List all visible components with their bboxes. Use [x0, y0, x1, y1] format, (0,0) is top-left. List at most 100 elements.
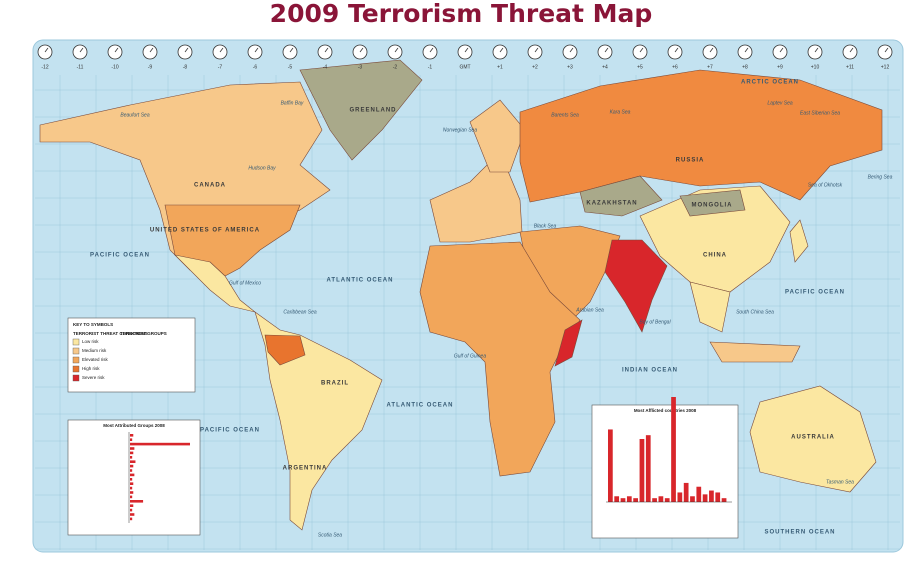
legend-label: Elevated risk: [82, 357, 109, 362]
sea-label: Beaufort Sea: [120, 112, 149, 118]
bar: [130, 469, 133, 472]
bar: [614, 496, 620, 502]
time-zone-label: -11: [77, 64, 84, 70]
bar: [130, 473, 135, 477]
bar: [130, 451, 134, 455]
clock-hand: [499, 47, 504, 53]
bar: [130, 456, 133, 459]
sea-label: Barents Sea: [551, 112, 579, 118]
labels: -12 -11 -10 -9 -8 -7 -6 -5 -4 -3 -2 -1 GMT +1 +2 +3 +4 +5…: [37, 44, 893, 538]
bar: [130, 500, 144, 503]
legend-label: Severe risk: [82, 375, 105, 380]
bar: [715, 492, 721, 502]
time-zone-label: +5: [637, 64, 643, 70]
clock-hand: [884, 47, 889, 53]
sea-label: Scotia Sea: [318, 532, 342, 538]
clock-hand: [604, 47, 609, 53]
clock-hand: [639, 47, 644, 53]
legend-swatch: [72, 365, 80, 373]
legend-swatch: [72, 374, 80, 382]
time-zone-label: -4: [323, 64, 328, 70]
country-label: GREENLAND: [349, 108, 396, 114]
bar: [721, 498, 727, 502]
time-zone-label: -3: [358, 64, 363, 70]
clock-hand: [744, 47, 749, 53]
time-zone-label: +12: [881, 64, 890, 70]
bar: [645, 435, 651, 502]
insets: Most Attributed Groups 2008 Most Afflict…: [67, 397, 739, 539]
clock-hand: [429, 47, 434, 53]
sea-label: Hudson Bay: [248, 165, 276, 171]
landmasses: [39, 59, 883, 531]
bar: [683, 482, 689, 502]
ocean-label: ATLANTIC OCEAN: [387, 403, 454, 409]
country-label: RUSSIA: [676, 158, 705, 164]
ocean-label: ATLANTIC OCEAN: [327, 278, 394, 284]
country-label: AUSTRALIA: [791, 435, 835, 441]
clock-hand: [464, 47, 469, 53]
time-zone-label: GMT: [459, 64, 470, 70]
bar: [608, 429, 613, 502]
time-zone-label: +1: [497, 64, 503, 70]
bar: [130, 442, 190, 446]
sea-label: Black Sea: [534, 223, 557, 229]
ocean-label: INDIAN OCEAN: [622, 368, 678, 374]
sea-label: Bay of Bengal: [639, 319, 671, 325]
time-zone-label: +10: [811, 64, 820, 70]
ocean-label: PACIFIC OCEAN: [200, 428, 260, 434]
sea-label: Kara Sea: [610, 109, 631, 115]
clock-hand: [814, 47, 819, 53]
time-zone-label: +6: [672, 64, 678, 70]
country-label: KAZAKHSTAN: [586, 201, 637, 207]
bar: [130, 460, 136, 463]
legend-label: Medium risk: [82, 348, 107, 353]
bar: [652, 498, 657, 502]
time-zone-label: +11: [846, 64, 854, 70]
clock-hand: [709, 47, 714, 53]
legend-heading: TERRORIST THREAT CONDITIONS: [73, 331, 148, 336]
bar: [130, 513, 135, 516]
time-zone-label: +8: [742, 64, 748, 70]
legend-title: KEY TO SYMBOLS: [73, 322, 113, 327]
time-zone-label: +3: [567, 64, 573, 70]
bar: [130, 447, 135, 450]
ocean-label: ARCTIC OCEAN: [741, 80, 799, 86]
clock-hand: [289, 47, 294, 53]
country-label: BRAZIL: [321, 381, 349, 387]
sea-label: Laptev Sea: [767, 100, 793, 106]
time-zone-label: -5: [288, 64, 293, 70]
clock-hand: [184, 47, 189, 53]
legend-swatch: [72, 347, 80, 355]
legend-label: High risk: [82, 366, 100, 371]
time-zone-label: +4: [602, 64, 608, 70]
time-zone-label: -9: [148, 64, 153, 70]
sea-label: Norwegian Sea: [443, 127, 477, 133]
inset-title: Most Afflicted countries 2008: [634, 408, 697, 413]
time-zone-label: -1: [428, 64, 433, 70]
bar: [130, 495, 133, 499]
legend-swatch: [72, 338, 80, 346]
legend-swatch: [72, 356, 80, 364]
bar: [130, 486, 133, 490]
time-zone-label: -2: [393, 64, 398, 70]
ocean-label: SOUTHERN OCEAN: [764, 530, 835, 536]
clock-hand: [149, 47, 154, 53]
ocean-label: PACIFIC OCEAN: [90, 253, 150, 259]
clock-hand: [114, 47, 119, 53]
bar: [658, 496, 664, 502]
clock-hand: [359, 47, 364, 53]
bar: [130, 491, 134, 494]
clock-hand: [569, 47, 574, 53]
bar: [664, 498, 670, 502]
time-zone-label: -10: [111, 64, 118, 70]
bar: [677, 492, 683, 502]
inset-title: Most Attributed Groups 2008: [103, 423, 165, 428]
sea-label: East Siberian Sea: [800, 110, 840, 116]
bar: [130, 504, 134, 507]
sea-label: South China Sea: [736, 309, 774, 315]
clock-hand: [219, 47, 224, 53]
ocean-label: PACIFIC OCEAN: [785, 290, 845, 296]
legend-label: Low risk: [82, 339, 99, 344]
